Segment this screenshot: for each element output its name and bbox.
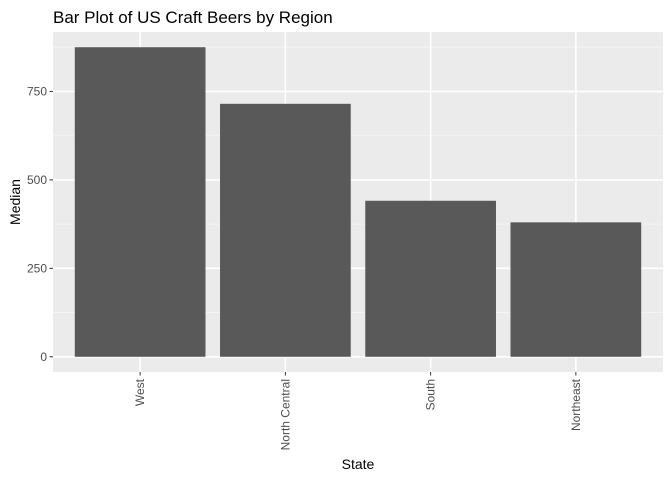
- y-tick-label: 500: [27, 173, 47, 187]
- x-axis-label: State: [342, 456, 375, 472]
- y-tick-label: 750: [27, 84, 47, 98]
- bar-north-central: [220, 103, 351, 357]
- bar-south: [365, 200, 496, 357]
- y-axis-label: Median: [7, 179, 23, 225]
- x-axis: West North Central South Northeast: [133, 372, 583, 450]
- y-axis: 0 250 500 750: [27, 84, 53, 364]
- x-tick-label: North Central: [278, 379, 292, 450]
- x-tick-label: South: [424, 379, 438, 410]
- bars: [74, 47, 642, 357]
- x-tick-label: Northeast: [569, 378, 583, 431]
- bar-west: [74, 47, 206, 357]
- x-tick-label: West: [133, 378, 147, 406]
- y-tick-label: 250: [27, 261, 47, 275]
- y-tick-label: 0: [40, 350, 47, 364]
- chart-title: Bar Plot of US Craft Beers by Region: [53, 8, 333, 27]
- bar-northeast: [510, 222, 642, 357]
